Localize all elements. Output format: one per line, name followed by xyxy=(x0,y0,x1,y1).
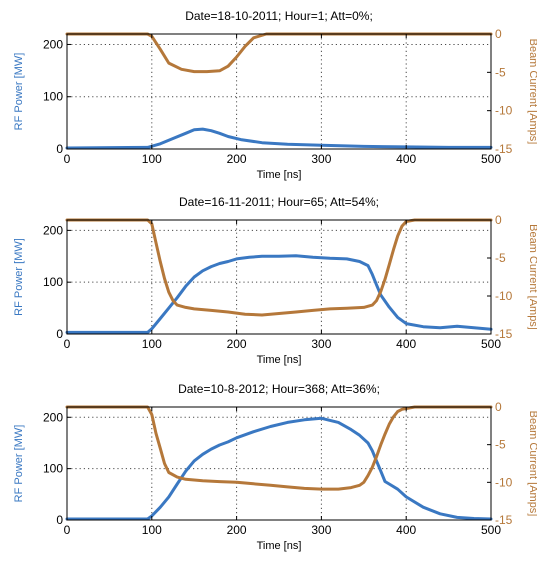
beam-current-line xyxy=(65,405,493,491)
x-tick-label: 400 xyxy=(396,152,416,166)
x-tick-label: 500 xyxy=(481,337,501,351)
x-tick-label: 200 xyxy=(227,523,247,537)
chart-panel-1: Date=18-10-2011; Hour=1; Att=0%; 0 100 200 3… xyxy=(13,9,537,181)
y-right-tick-label: -5 xyxy=(495,438,506,452)
chart-title: Date=10-8-2012; Hour=368; Att=36%; xyxy=(178,382,380,396)
x-axis-label: Time [ns] xyxy=(257,540,302,552)
y-right-axis-label: Beam Current [Amps] xyxy=(527,411,537,517)
y-left-axis-label: RF Power [MW] xyxy=(13,53,25,131)
rf-power-line xyxy=(65,127,493,150)
chart-title: Date=16-11-2011; Hour=65; Att=54%; xyxy=(179,195,379,209)
y-left-tick-label: 0 xyxy=(56,327,63,341)
x-tick-label: 100 xyxy=(142,337,162,351)
y-left-tick-label: 100 xyxy=(43,90,63,104)
y-right-tick-label: -15 xyxy=(495,142,513,156)
x-tick-label: 400 xyxy=(396,523,416,537)
x-tick-label: 200 xyxy=(227,152,247,166)
y-left-tick-label: 200 xyxy=(43,223,63,237)
y-right-axis-label: Beam Current [Amps] xyxy=(527,39,537,145)
y-left-tick-label: 0 xyxy=(56,513,63,527)
y-right-tick-label: -15 xyxy=(495,513,513,527)
x-tick-label: 0 xyxy=(64,523,71,537)
y-right-tick-label: -10 xyxy=(495,289,513,303)
x-axis-label: Time [ns] xyxy=(257,169,302,181)
y-right-tick-label: 0 xyxy=(495,400,502,414)
plot-area xyxy=(67,220,491,334)
chart-title: Date=18-10-2011; Hour=1; Att=0%; xyxy=(185,9,373,23)
y-right-tick-label: -10 xyxy=(495,104,513,118)
beam-current-line xyxy=(65,218,493,317)
y-right-tick-label: 0 xyxy=(495,27,502,41)
x-tick-label: 0 xyxy=(64,337,71,351)
y-right-tick-label: -5 xyxy=(495,251,506,265)
y-left-axis-label: RF Power [MW] xyxy=(13,238,25,316)
x-tick-label: 500 xyxy=(481,152,501,166)
y-right-tick-label: -5 xyxy=(495,65,506,79)
axes-box xyxy=(66,33,492,150)
y-right-tick-label: -10 xyxy=(495,475,513,489)
axes-box xyxy=(66,406,492,521)
y-right-tick-label: -15 xyxy=(495,327,513,341)
x-tick-label: 400 xyxy=(396,337,416,351)
beam-current-line xyxy=(65,32,493,74)
x-tick-label: 200 xyxy=(227,337,247,351)
y-left-tick-label: 200 xyxy=(43,410,63,424)
x-tick-label: 0 xyxy=(64,152,71,166)
chart-panel-2: Date=16-11-2011; Hour=65; Att=54%; 0 100 20… xyxy=(13,195,537,366)
rf-power-line xyxy=(65,254,493,334)
x-tick-label: 300 xyxy=(311,523,331,537)
chart-panel-3: Date=10-8-2012; Hour=368; Att=36%; 0 100 20… xyxy=(13,382,537,552)
y-right-axis-label: Beam Current [Amps] xyxy=(527,224,537,330)
y-left-tick-label: 100 xyxy=(43,462,63,476)
y-left-tick-label: 200 xyxy=(43,37,63,51)
x-tick-label: 100 xyxy=(142,152,162,166)
y-left-tick-label: 0 xyxy=(56,142,63,156)
x-tick-label: 300 xyxy=(311,152,331,166)
axes-box xyxy=(66,219,492,335)
plot-area xyxy=(67,34,491,149)
y-right-tick-label: 0 xyxy=(495,213,502,227)
x-tick-label: 500 xyxy=(481,523,501,537)
x-tick-label: 300 xyxy=(311,337,331,351)
x-axis-label: Time [ns] xyxy=(257,354,302,366)
y-left-tick-label: 100 xyxy=(43,275,63,289)
y-left-axis-label: RF Power [MW] xyxy=(13,425,25,503)
x-tick-label: 100 xyxy=(142,523,162,537)
